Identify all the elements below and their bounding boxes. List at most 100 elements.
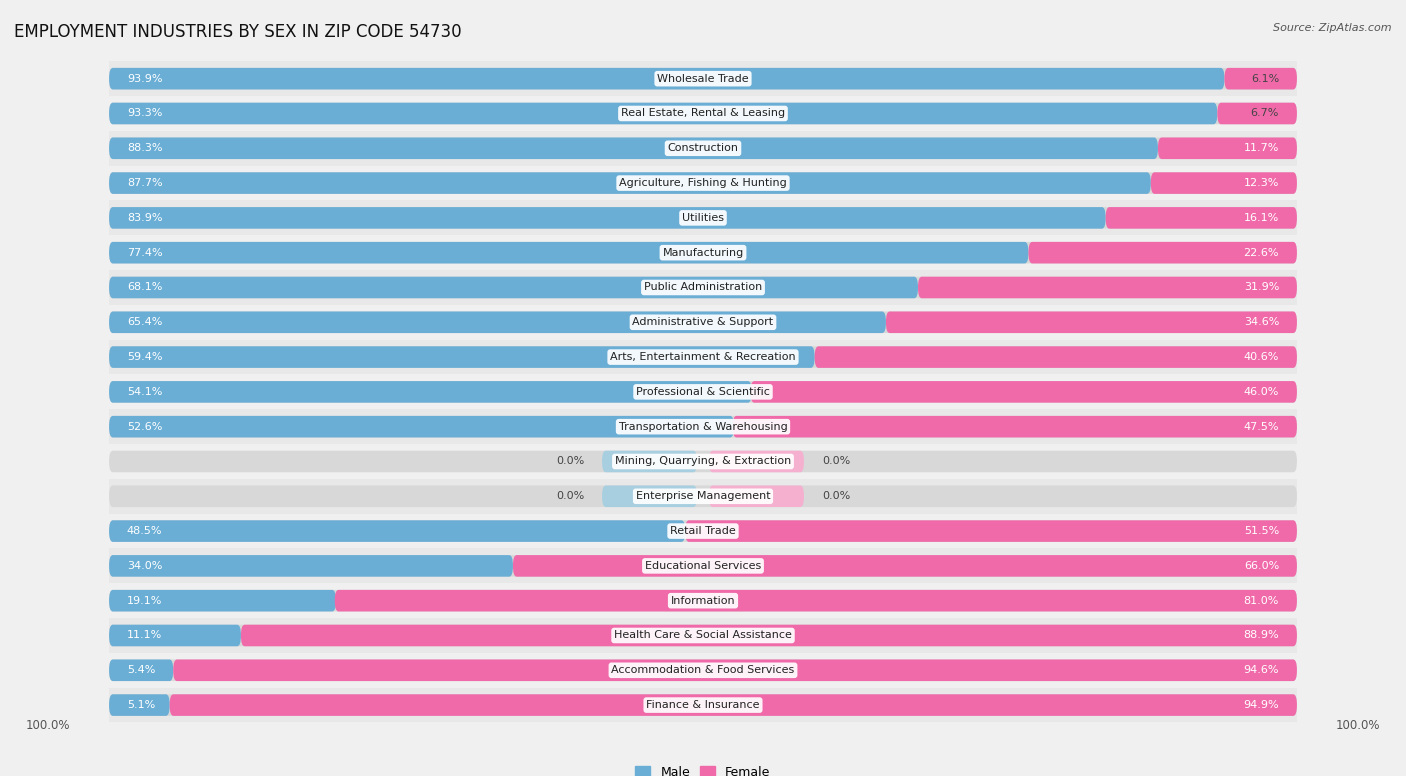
FancyBboxPatch shape xyxy=(685,520,1296,542)
Text: 93.3%: 93.3% xyxy=(127,109,162,119)
Text: 34.6%: 34.6% xyxy=(1244,317,1279,327)
Text: 31.9%: 31.9% xyxy=(1244,282,1279,293)
FancyBboxPatch shape xyxy=(1150,172,1296,194)
FancyBboxPatch shape xyxy=(110,695,1296,716)
Text: Accommodation & Food Services: Accommodation & Food Services xyxy=(612,665,794,675)
Bar xyxy=(110,305,1296,340)
Text: Real Estate, Rental & Leasing: Real Estate, Rental & Leasing xyxy=(621,109,785,119)
FancyBboxPatch shape xyxy=(110,590,336,611)
FancyBboxPatch shape xyxy=(602,486,697,507)
Legend: Male, Female: Male, Female xyxy=(630,761,776,776)
Text: Administrative & Support: Administrative & Support xyxy=(633,317,773,327)
Text: 100.0%: 100.0% xyxy=(1336,719,1381,733)
Bar xyxy=(110,444,1296,479)
Text: 47.5%: 47.5% xyxy=(1243,421,1279,431)
Text: 88.9%: 88.9% xyxy=(1243,630,1279,640)
Text: EMPLOYMENT INDUSTRIES BY SEX IN ZIP CODE 54730: EMPLOYMENT INDUSTRIES BY SEX IN ZIP CODE… xyxy=(14,23,461,41)
FancyBboxPatch shape xyxy=(110,695,170,716)
Bar xyxy=(110,584,1296,618)
FancyBboxPatch shape xyxy=(1218,102,1296,124)
FancyBboxPatch shape xyxy=(110,137,1296,159)
FancyBboxPatch shape xyxy=(335,590,1296,611)
FancyBboxPatch shape xyxy=(110,625,1296,646)
Text: 94.6%: 94.6% xyxy=(1243,665,1279,675)
Bar xyxy=(110,96,1296,131)
FancyBboxPatch shape xyxy=(1105,207,1296,229)
FancyBboxPatch shape xyxy=(110,520,1296,542)
Bar xyxy=(110,375,1296,409)
FancyBboxPatch shape xyxy=(513,555,1296,577)
FancyBboxPatch shape xyxy=(110,311,1296,333)
Text: 87.7%: 87.7% xyxy=(127,178,163,188)
Text: Construction: Construction xyxy=(668,144,738,154)
FancyBboxPatch shape xyxy=(110,68,1296,89)
Bar xyxy=(110,61,1296,96)
Text: 48.5%: 48.5% xyxy=(127,526,163,536)
FancyBboxPatch shape xyxy=(110,660,1296,681)
Bar xyxy=(110,131,1296,166)
Text: Source: ZipAtlas.com: Source: ZipAtlas.com xyxy=(1274,23,1392,33)
Bar xyxy=(110,270,1296,305)
Text: 12.3%: 12.3% xyxy=(1244,178,1279,188)
FancyBboxPatch shape xyxy=(1028,242,1296,264)
FancyBboxPatch shape xyxy=(733,416,1296,438)
FancyBboxPatch shape xyxy=(110,660,173,681)
FancyBboxPatch shape xyxy=(110,68,1225,89)
FancyBboxPatch shape xyxy=(709,486,804,507)
Text: 22.6%: 22.6% xyxy=(1243,248,1279,258)
Text: 66.0%: 66.0% xyxy=(1244,561,1279,571)
Text: 11.1%: 11.1% xyxy=(127,630,162,640)
FancyBboxPatch shape xyxy=(602,451,697,473)
Text: Agriculture, Fishing & Hunting: Agriculture, Fishing & Hunting xyxy=(619,178,787,188)
FancyBboxPatch shape xyxy=(110,555,513,577)
Text: Mining, Quarrying, & Extraction: Mining, Quarrying, & Extraction xyxy=(614,456,792,466)
Text: 0.0%: 0.0% xyxy=(821,491,851,501)
FancyBboxPatch shape xyxy=(173,660,1296,681)
Text: Public Administration: Public Administration xyxy=(644,282,762,293)
FancyBboxPatch shape xyxy=(918,277,1296,298)
Text: Wholesale Trade: Wholesale Trade xyxy=(657,74,749,84)
Bar xyxy=(110,340,1296,375)
Bar xyxy=(110,235,1296,270)
FancyBboxPatch shape xyxy=(110,346,1296,368)
Bar xyxy=(110,409,1296,444)
Text: 65.4%: 65.4% xyxy=(127,317,162,327)
Bar xyxy=(110,549,1296,584)
FancyBboxPatch shape xyxy=(110,207,1105,229)
FancyBboxPatch shape xyxy=(110,172,1296,194)
Text: Utilities: Utilities xyxy=(682,213,724,223)
Text: 94.9%: 94.9% xyxy=(1243,700,1279,710)
FancyBboxPatch shape xyxy=(886,311,1296,333)
Bar xyxy=(110,514,1296,549)
Text: Educational Services: Educational Services xyxy=(645,561,761,571)
Bar xyxy=(110,166,1296,200)
FancyBboxPatch shape xyxy=(110,416,734,438)
Text: Health Care & Social Assistance: Health Care & Social Assistance xyxy=(614,630,792,640)
Text: 83.9%: 83.9% xyxy=(127,213,163,223)
Text: Information: Information xyxy=(671,596,735,606)
FancyBboxPatch shape xyxy=(110,555,1296,577)
Text: 40.6%: 40.6% xyxy=(1244,352,1279,362)
FancyBboxPatch shape xyxy=(110,590,1296,611)
FancyBboxPatch shape xyxy=(110,381,1296,403)
Text: Finance & Insurance: Finance & Insurance xyxy=(647,700,759,710)
Bar xyxy=(110,479,1296,514)
Text: 5.1%: 5.1% xyxy=(127,700,155,710)
Text: 59.4%: 59.4% xyxy=(127,352,163,362)
Text: 51.5%: 51.5% xyxy=(1244,526,1279,536)
Text: Manufacturing: Manufacturing xyxy=(662,248,744,258)
FancyBboxPatch shape xyxy=(110,486,1296,507)
Text: 81.0%: 81.0% xyxy=(1244,596,1279,606)
FancyBboxPatch shape xyxy=(110,416,1296,438)
FancyBboxPatch shape xyxy=(110,102,1296,124)
Text: Retail Trade: Retail Trade xyxy=(671,526,735,536)
Text: 16.1%: 16.1% xyxy=(1244,213,1279,223)
Text: 52.6%: 52.6% xyxy=(127,421,162,431)
FancyBboxPatch shape xyxy=(240,625,1296,646)
Text: 6.7%: 6.7% xyxy=(1251,109,1279,119)
FancyBboxPatch shape xyxy=(110,242,1296,264)
FancyBboxPatch shape xyxy=(110,451,1296,473)
Text: Professional & Scientific: Professional & Scientific xyxy=(636,387,770,397)
FancyBboxPatch shape xyxy=(751,381,1296,403)
Bar xyxy=(110,618,1296,653)
